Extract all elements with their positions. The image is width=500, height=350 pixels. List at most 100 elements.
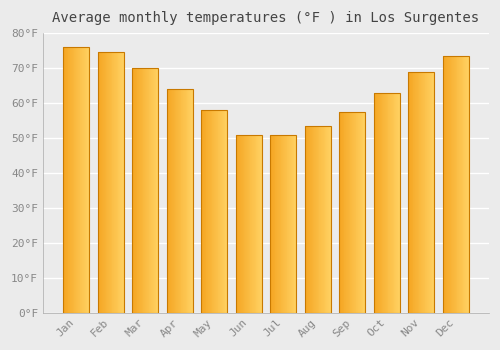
Bar xyxy=(121,52,122,313)
Bar xyxy=(238,134,239,313)
Bar xyxy=(202,110,203,313)
Bar xyxy=(317,126,318,313)
Bar xyxy=(242,134,244,313)
Bar xyxy=(102,52,103,313)
Bar xyxy=(154,68,156,313)
Bar xyxy=(118,52,120,313)
Bar xyxy=(454,56,455,313)
Bar xyxy=(270,134,296,313)
Bar xyxy=(342,112,344,313)
Bar xyxy=(361,112,362,313)
Bar xyxy=(185,89,186,313)
Bar xyxy=(304,126,306,313)
Bar xyxy=(362,112,364,313)
Bar xyxy=(98,52,100,313)
Bar xyxy=(290,134,291,313)
Bar xyxy=(189,89,190,313)
Bar xyxy=(246,134,247,313)
Bar xyxy=(339,112,365,313)
Bar xyxy=(166,89,168,313)
Bar xyxy=(173,89,174,313)
Bar xyxy=(214,110,215,313)
Bar xyxy=(315,126,316,313)
Bar xyxy=(256,134,258,313)
Bar xyxy=(306,126,308,313)
Bar xyxy=(140,68,141,313)
Bar xyxy=(347,112,348,313)
Bar xyxy=(376,93,377,313)
Bar xyxy=(430,72,432,313)
Bar xyxy=(239,134,240,313)
Bar xyxy=(466,56,467,313)
Bar xyxy=(280,134,281,313)
Bar xyxy=(272,134,273,313)
Bar xyxy=(110,52,112,313)
Bar xyxy=(388,93,390,313)
Bar xyxy=(456,56,458,313)
Bar xyxy=(309,126,310,313)
Bar xyxy=(80,47,82,313)
Bar xyxy=(385,93,386,313)
Bar xyxy=(358,112,359,313)
Bar xyxy=(461,56,462,313)
Bar xyxy=(203,110,204,313)
Bar xyxy=(467,56,468,313)
Bar xyxy=(261,134,262,313)
Bar xyxy=(77,47,78,313)
Bar xyxy=(270,134,271,313)
Bar xyxy=(348,112,350,313)
Bar xyxy=(136,68,138,313)
Bar xyxy=(386,93,388,313)
Bar xyxy=(116,52,117,313)
Bar xyxy=(114,52,115,313)
Bar xyxy=(279,134,280,313)
Bar xyxy=(428,72,429,313)
Bar xyxy=(68,47,70,313)
Bar xyxy=(226,110,227,313)
Bar xyxy=(79,47,80,313)
Bar xyxy=(453,56,454,313)
Bar xyxy=(446,56,447,313)
Bar xyxy=(253,134,254,313)
Bar xyxy=(360,112,361,313)
Bar xyxy=(312,126,314,313)
Bar xyxy=(423,72,424,313)
Bar xyxy=(259,134,260,313)
Bar xyxy=(224,110,226,313)
Bar xyxy=(248,134,250,313)
Bar xyxy=(145,68,146,313)
Bar xyxy=(308,126,309,313)
Bar xyxy=(316,126,317,313)
Bar xyxy=(138,68,139,313)
Bar xyxy=(314,126,315,313)
Bar xyxy=(344,112,346,313)
Bar xyxy=(429,72,430,313)
Bar xyxy=(254,134,256,313)
Bar xyxy=(455,56,456,313)
Bar xyxy=(78,47,79,313)
Bar xyxy=(241,134,242,313)
Bar xyxy=(209,110,210,313)
Bar xyxy=(190,89,191,313)
Bar xyxy=(327,126,328,313)
Bar xyxy=(108,52,109,313)
Bar xyxy=(221,110,222,313)
Bar xyxy=(442,56,468,313)
Bar xyxy=(123,52,124,313)
Bar xyxy=(323,126,324,313)
Bar xyxy=(329,126,330,313)
Bar xyxy=(398,93,399,313)
Bar xyxy=(273,134,274,313)
Bar xyxy=(139,68,140,313)
Bar xyxy=(101,52,102,313)
Bar xyxy=(383,93,384,313)
Bar xyxy=(188,89,189,313)
Bar xyxy=(240,134,241,313)
Bar xyxy=(364,112,365,313)
Bar xyxy=(442,56,444,313)
Bar xyxy=(170,89,171,313)
Bar xyxy=(276,134,277,313)
Bar xyxy=(146,68,147,313)
Bar xyxy=(464,56,465,313)
Bar xyxy=(168,89,170,313)
